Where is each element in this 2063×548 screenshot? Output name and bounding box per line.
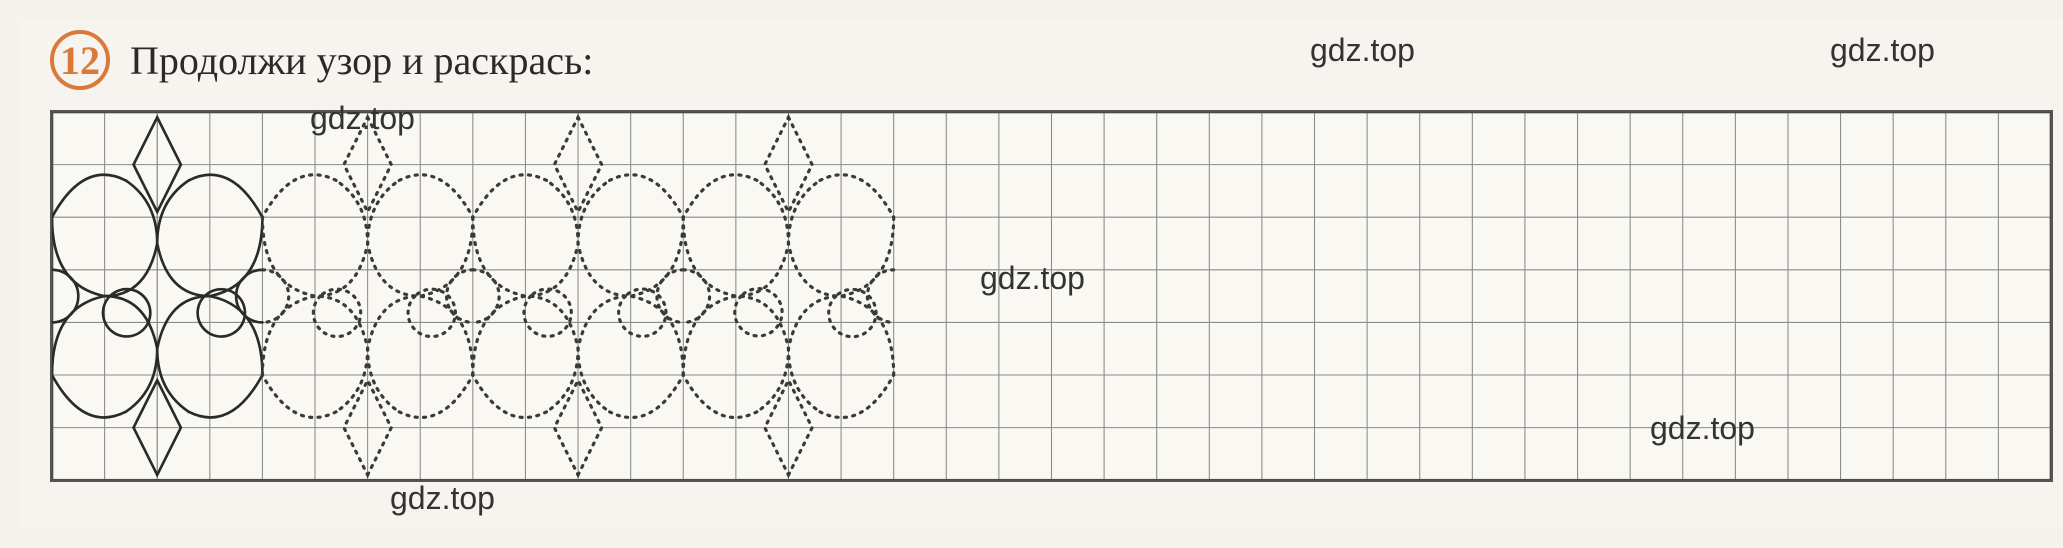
page-root: 12 Продолжи узор и раскрась: gdz.topgdz.… (20, 20, 2063, 528)
watermark-text: gdz.top (390, 480, 495, 517)
pattern-grid-svg (52, 112, 2051, 480)
grid-container (50, 110, 2053, 482)
problem-number-badge: 12 (50, 30, 110, 90)
header-row: 12 Продолжи узор и раскрась: (20, 20, 2063, 105)
problem-text: Продолжи узор и раскрась: (130, 37, 593, 84)
problem-number-text: 12 (60, 37, 100, 84)
